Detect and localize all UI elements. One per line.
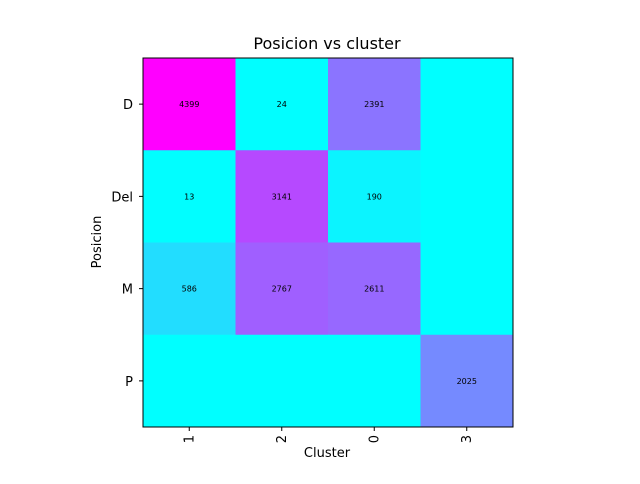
heatmap-cell xyxy=(235,334,329,428)
y-tick-label: P xyxy=(125,375,133,390)
cell-value-label: 2767 xyxy=(272,285,292,294)
x-tick-label: 3 xyxy=(460,435,475,443)
heatmap-cell xyxy=(143,334,236,428)
x-tick-label: 1 xyxy=(182,435,197,443)
cell-value-label: 586 xyxy=(182,285,197,294)
heatmap-cell xyxy=(235,58,329,151)
cell-value-label: 190 xyxy=(367,192,382,201)
y-axis-label: Posicion xyxy=(90,216,105,269)
x-tick-label: 0 xyxy=(367,435,382,443)
y-axis-ticks: D Del M P xyxy=(111,98,143,390)
heatmap-cells xyxy=(143,58,514,428)
x-axis-label: Cluster xyxy=(304,446,351,461)
heatmap-cell xyxy=(328,334,421,428)
heatmap-cell xyxy=(328,150,421,243)
chart-title: Posicion vs cluster xyxy=(253,34,401,53)
heatmap-cell xyxy=(328,242,421,336)
cell-value-label: 13 xyxy=(184,192,194,201)
heatmap-cell xyxy=(420,150,514,243)
cell-value-label: 2391 xyxy=(364,100,384,109)
cell-value-label: 2025 xyxy=(457,377,477,386)
y-tick-label: Del xyxy=(111,190,133,205)
heatmap-cell xyxy=(143,58,236,151)
cell-value-label: 24 xyxy=(277,100,287,109)
heatmap-cell xyxy=(420,58,514,151)
cell-value-labels: 4399 24 2391 13 3141 190 586 2767 2611 2025 xyxy=(179,100,477,386)
y-tick-label: D xyxy=(123,98,133,113)
x-tick-label: 2 xyxy=(275,435,290,443)
heatmap-cell xyxy=(235,242,329,336)
heatmap-cell xyxy=(143,150,236,243)
cell-value-label: 3141 xyxy=(272,192,292,201)
cell-value-label: 4399 xyxy=(179,100,199,109)
y-tick-label: M xyxy=(122,283,133,298)
x-axis-ticks: 1 2 0 3 xyxy=(182,427,475,443)
heatmap-cell xyxy=(420,334,514,428)
heatmap-cell xyxy=(328,58,421,151)
heatmap-cell xyxy=(235,150,329,243)
heatmap-cell xyxy=(143,242,236,336)
heatmap-cell xyxy=(420,242,514,336)
cell-value-label: 2611 xyxy=(364,285,384,294)
plot-frame xyxy=(142,57,514,428)
